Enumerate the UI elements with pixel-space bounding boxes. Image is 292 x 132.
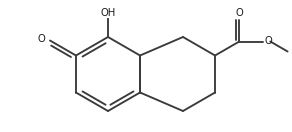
Text: O: O bbox=[37, 34, 45, 44]
Text: OH: OH bbox=[100, 8, 116, 18]
Text: O: O bbox=[264, 37, 272, 46]
Text: O: O bbox=[235, 8, 243, 18]
